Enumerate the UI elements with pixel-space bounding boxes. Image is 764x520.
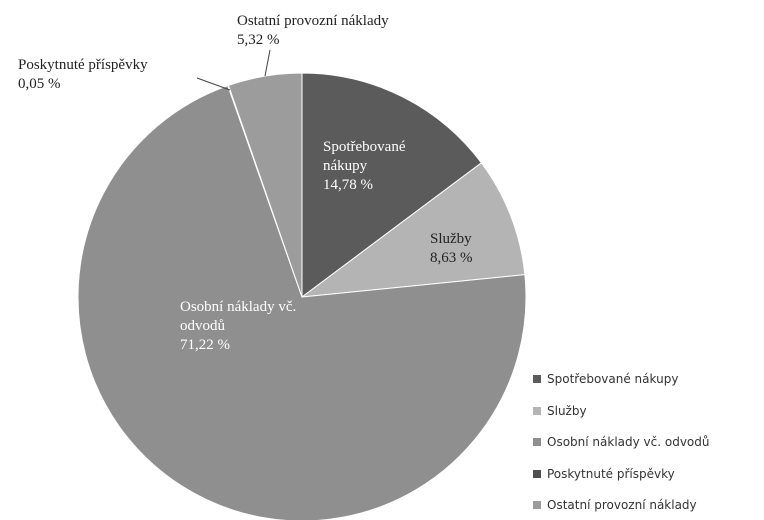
slice-value: 8,63 % — [430, 250, 473, 266]
legend-swatch — [533, 375, 541, 383]
slice-category: Osobní náklady vč. odvodů — [180, 299, 297, 334]
legend-label: Poskytnuté příspěvky — [547, 466, 675, 481]
slice-label: Ostatní provozní náklady 5,32 % — [237, 12, 467, 50]
legend-swatch — [533, 501, 541, 509]
slice-category: Ostatní provozní náklady — [237, 13, 389, 29]
legend-item: Poskytnuté příspěvky — [533, 467, 675, 481]
legend-label: Služby — [547, 403, 587, 418]
slice-value: 14,78 % — [323, 177, 373, 193]
pie-slice — [301, 72, 483, 298]
legend-item: Spotřebované nákupy — [533, 372, 678, 386]
slice-category: Poskytnuté příspěvky — [18, 57, 148, 73]
slice-value: 5,32 % — [237, 32, 280, 48]
leader-line — [264, 49, 271, 77]
pie-slice — [227, 72, 303, 298]
slice-category: Spotřebované nákupy — [323, 139, 406, 174]
slice-category: Služby — [430, 231, 472, 247]
legend-swatch — [533, 469, 541, 478]
legend-label: Osobní náklady vč. odvodů — [547, 435, 710, 449]
legend-swatch — [533, 438, 541, 446]
slice-label: Osobní náklady vč. odvodů 71,22 % — [180, 298, 310, 355]
legend-item: Ostatní provozní náklady — [533, 498, 697, 512]
legend-swatch — [533, 406, 541, 415]
legend-item: Osobní náklady vč. odvodů — [533, 435, 710, 449]
slice-label: Poskytnuté příspěvky 0,05 % — [18, 56, 208, 94]
legend-label: Spotřebované nákupy — [547, 372, 679, 386]
legend-label: Ostatní provozní náklady — [547, 498, 697, 512]
slice-value: 0,05 % — [18, 76, 61, 92]
pie-slice — [77, 84, 527, 520]
legend-item: Služby — [533, 404, 587, 418]
pie-slice — [300, 162, 526, 298]
slice-label: Služby 8,63 % — [430, 230, 490, 268]
leader-line — [196, 77, 231, 91]
slice-value: 71,22 % — [180, 337, 230, 353]
slice-label: Spotřebované nákupy 14,78 % — [323, 138, 443, 195]
